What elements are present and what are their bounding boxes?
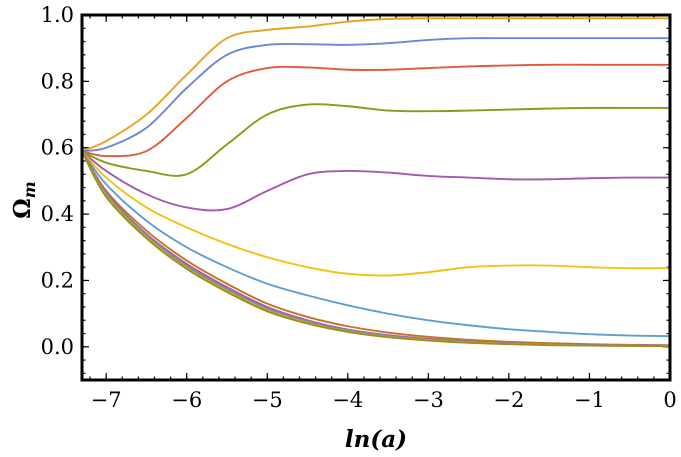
x-tick-label: −3 (413, 388, 444, 412)
x-tick-label: −7 (91, 388, 122, 412)
x-tick-label: −2 (493, 388, 524, 412)
y-axis-title: Ωm (9, 181, 39, 218)
series-line-8 (82, 151, 670, 345)
y-tick-label: 0.0 (41, 335, 74, 359)
y-tick-label: 0.8 (41, 69, 74, 93)
series-lines (82, 18, 670, 346)
x-tick-label: −5 (252, 388, 283, 412)
x-tick-label: −6 (171, 388, 202, 412)
y-axis-title-main: Ω (9, 198, 36, 218)
y-tick-label: 0.4 (41, 202, 74, 226)
series-line-3 (82, 65, 670, 156)
x-axis-title: ln(a) (345, 426, 407, 453)
y-tick-labels: 0.0 0.2 0.4 0.6 0.8 1.0 (41, 3, 74, 359)
series-line-5 (82, 151, 670, 210)
x-tick-labels: −7 −6 −5 −4 −3 −2 −1 0 (91, 388, 677, 412)
y-tick-label: 1.0 (41, 3, 74, 27)
x-tick-label: 0 (663, 388, 676, 412)
x-tick-label: −1 (574, 388, 605, 412)
y-tick-label: 0.2 (41, 268, 74, 292)
series-line-4 (82, 104, 670, 176)
x-tick-label: −4 (332, 388, 363, 412)
y-axis-title-subscript: m (20, 181, 39, 198)
y-tick-label: 0.6 (41, 136, 74, 160)
